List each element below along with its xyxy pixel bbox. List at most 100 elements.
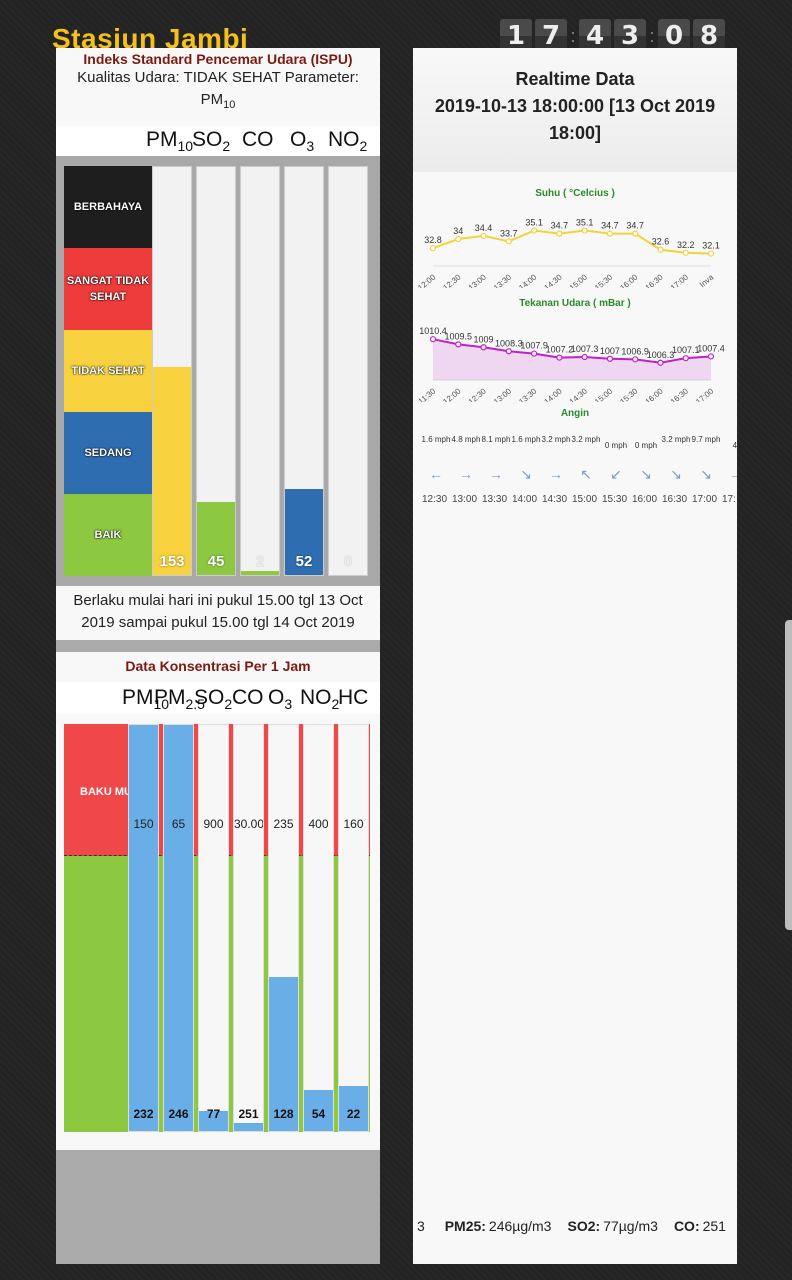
chart-point xyxy=(530,350,538,357)
concentration-value: 232 xyxy=(133,1107,154,1121)
chart-data-label: 34.7 xyxy=(551,221,569,231)
column-header: NO2 xyxy=(300,686,340,713)
ispu-zone: BAIK xyxy=(64,494,152,576)
digital-clock: 1 7 : 4 3 : 0 8 xyxy=(500,18,728,54)
chart-point xyxy=(556,230,563,237)
realtime-title: Realtime Data xyxy=(515,69,635,89)
chart-data-label: 32.1 xyxy=(702,241,720,251)
pressure-title: Tekanan Udara ( mBar ) xyxy=(519,298,631,309)
wind-direction-icon: ← xyxy=(429,466,443,482)
chart-tick-label: 13:00 xyxy=(492,386,514,402)
wind-direction-icon: → xyxy=(489,466,503,482)
chart-point xyxy=(556,354,563,361)
validity-note: Berlaku mulai hari ini pukul 15.00 tgl 1… xyxy=(56,586,380,640)
concentration-value: 128 xyxy=(273,1107,294,1121)
column-header: NO2 xyxy=(328,128,368,155)
concentration-limit: 235 xyxy=(273,817,294,831)
wind-time: 16:30 xyxy=(662,494,688,505)
ispu-bar: 2 xyxy=(240,166,280,576)
chart-tick-label: 14:30 xyxy=(568,386,590,402)
chart-data-label: 34.7 xyxy=(601,221,619,231)
wind-time: 13:00 xyxy=(452,494,478,505)
ispu-bar-fill xyxy=(197,501,235,575)
chart-data-label: 34.4 xyxy=(475,223,493,233)
ispu-zone: SANGAT TIDAK SEHAT xyxy=(64,248,152,330)
ispu-bar-fill xyxy=(153,366,191,575)
ticker-item: PM25: 246µg/m3 xyxy=(444,1218,552,1234)
concentration-value: 22 xyxy=(346,1107,361,1121)
ticker-lead: 3 xyxy=(417,1218,425,1234)
chart-tick-label: 14:30 xyxy=(543,272,565,288)
wind-title: Angin xyxy=(560,408,590,419)
chart-data-label: 1007.4 xyxy=(697,343,725,353)
chart-tick-label: 17:00 xyxy=(694,386,716,402)
wind-direction-icon: → xyxy=(549,466,563,482)
wind-speed: 0 mph xyxy=(604,441,628,450)
chart-data-label: 35.1 xyxy=(525,218,543,228)
chart-data-label: 1007.2 xyxy=(546,345,574,355)
wind-speed: 8.1 mph xyxy=(481,435,511,444)
ispu-zone: BERBAHAYA xyxy=(64,166,152,248)
chart-data-label: 34.7 xyxy=(626,221,644,231)
temperature-chart: 32.8 12:00 34 12:30 34.4 13:00 33.7 13:30 35.1 14… xyxy=(416,218,720,288)
ticker-item: CO: 251 xyxy=(673,1218,726,1234)
scrollbar-handle[interactable] xyxy=(785,620,792,930)
ispu-bar-value: 45 xyxy=(207,553,225,570)
concentration-bar-fill xyxy=(339,1086,368,1131)
concentration-bar: 150 232 xyxy=(128,724,159,1132)
ispu-header: Indeks Standard Pencemar Udara (ISPU) Ku… xyxy=(56,48,380,126)
column-header: O3 xyxy=(268,686,293,713)
ispu-chart: BERBAHAYA SANGAT TIDAK SEHAT TIDAK SEHAT SE… xyxy=(56,156,380,584)
ispu-bar-value: 52 xyxy=(295,553,313,570)
column-header: SO2 xyxy=(192,128,231,155)
wind-time: 15:30 xyxy=(602,494,628,505)
chart-data-label: 32.6 xyxy=(652,237,670,247)
chart-tick-label: 12:00 xyxy=(441,386,463,402)
chart-tick-label: 12:00 xyxy=(416,272,438,288)
concentration-bar: 160 22 xyxy=(338,724,369,1132)
concentration-limit: 160 xyxy=(343,817,364,831)
concentration-chart: BAKU MUTU 150232652469007730.00025123512… xyxy=(56,714,380,1150)
chart-tick-label: 15:30 xyxy=(618,386,640,402)
clock-separator: : xyxy=(570,25,576,46)
wind-speed: 1.6 mph xyxy=(511,435,541,444)
wind-time: 15:00 xyxy=(572,494,598,505)
chart-point xyxy=(455,341,462,348)
chart-tick-label: 16:30 xyxy=(669,386,691,402)
chart-data-label: 1010.4 xyxy=(419,326,447,336)
chart-data-label: 1006.3 xyxy=(647,350,675,360)
temperature-title: Suhu ( °Celcius ) xyxy=(535,188,615,199)
concentration-value: 251 xyxy=(238,1107,259,1121)
concentration-bar: 900 77 xyxy=(198,724,229,1132)
chart-series-line xyxy=(432,229,712,255)
wind-speed: 9.7 mph xyxy=(691,435,721,444)
concentration-bar: 65 246 xyxy=(163,724,194,1132)
concentration-title: Data Konsentrasi Per 1 Jam xyxy=(56,652,380,682)
ispu-bar-value: 0 xyxy=(343,553,353,570)
chart-data-label: 1007.3 xyxy=(571,344,599,354)
ispu-zone: TIDAK SEHAT xyxy=(64,330,152,412)
chart-point xyxy=(606,230,614,237)
chart-point xyxy=(505,348,512,355)
column-header: PM10 xyxy=(146,128,194,155)
chart-tick-label: 13:30 xyxy=(517,386,539,402)
chart-data-label: 32.8 xyxy=(424,235,442,245)
chart-data-label: 1009 xyxy=(474,334,494,344)
column-header: CO xyxy=(242,128,274,151)
chart-data-label: 1006.9 xyxy=(621,346,649,356)
concentration-bar-fill xyxy=(269,976,298,1131)
concentration-bar-fill xyxy=(234,1122,263,1131)
wind-direction-icon: → xyxy=(459,466,473,482)
chart-tick-label: 11:30 xyxy=(417,386,438,402)
quality-label: Kualitas Udara: TIDAK SEHAT Parameter: xyxy=(77,69,359,86)
realtime-panel: Realtime Data 2019-10-13 18:00:00 [13 Oc… xyxy=(413,48,737,1264)
concentration-value: 54 xyxy=(311,1107,326,1121)
chart-point xyxy=(707,353,715,360)
wind-time: 14:30 xyxy=(542,494,568,505)
wind-speed: 3.2 mph xyxy=(541,435,571,444)
column-header: O3 xyxy=(290,128,315,155)
chart-tick-label: 16:30 xyxy=(644,272,666,288)
concentration-bar-fill xyxy=(199,1110,228,1131)
chart-point xyxy=(455,235,462,243)
concentration-limit: 900 xyxy=(203,817,224,831)
